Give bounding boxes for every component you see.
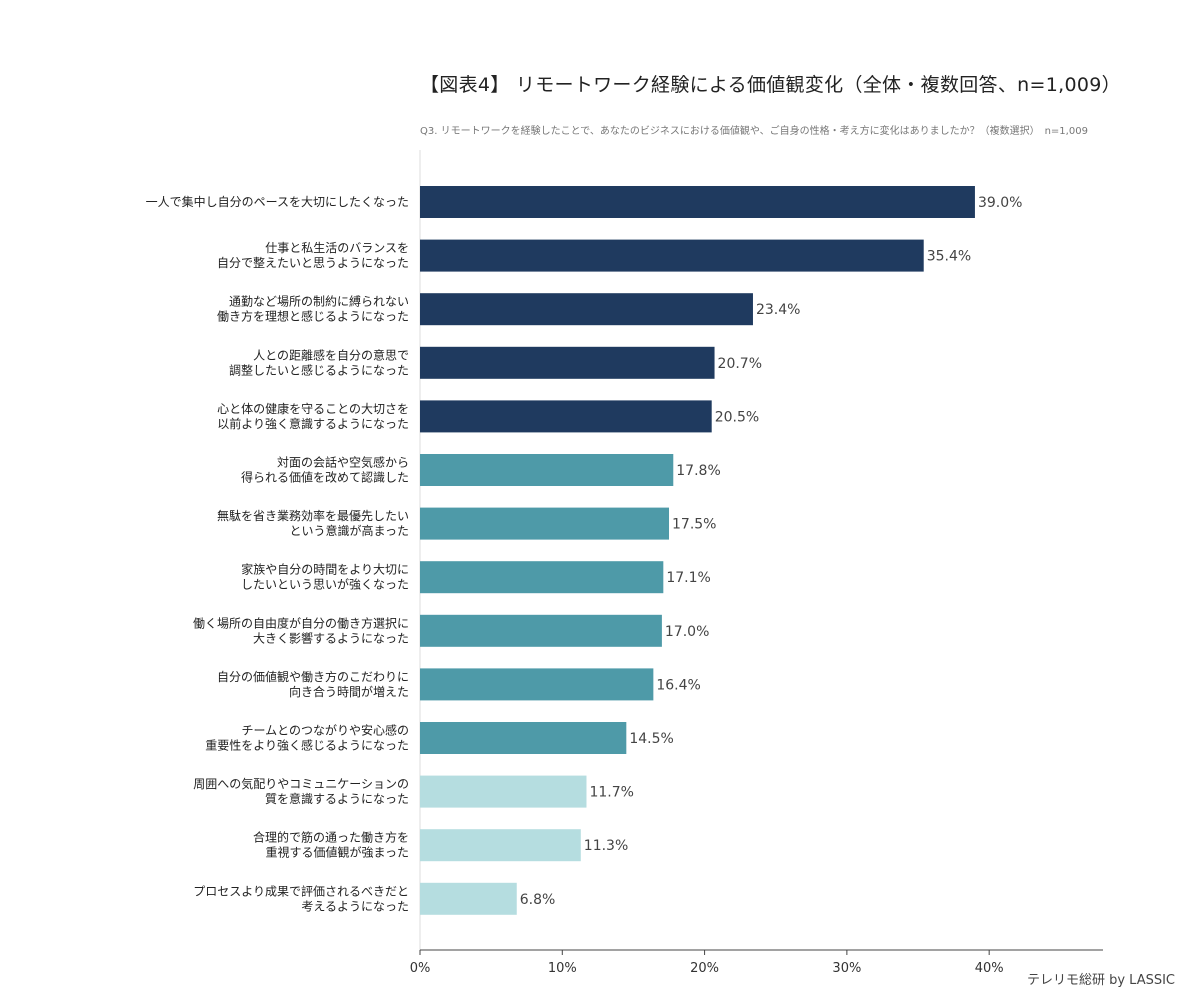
category-label: 調整したいと感じるようになった bbox=[229, 362, 409, 377]
bar bbox=[420, 829, 581, 862]
chart-subtitle: Q3. リモートワークを経験したことで、あなたのビジネスにおける価値観や、ご自身… bbox=[420, 126, 1088, 137]
value-label: 11.3% bbox=[584, 838, 628, 854]
category-label: 家族や自分の時間をより大切に bbox=[241, 562, 409, 577]
bar bbox=[420, 400, 712, 433]
value-label: 16.4% bbox=[656, 677, 700, 693]
category-label: 合理的で筋の通った働き方を bbox=[253, 830, 409, 845]
category-label: 向き合う時間が増えた bbox=[289, 684, 409, 699]
bar bbox=[420, 239, 924, 272]
category-label: 質を意識するようになった bbox=[265, 791, 409, 806]
x-tick-label: 40% bbox=[975, 961, 1004, 976]
value-label: 17.0% bbox=[665, 624, 709, 640]
bar bbox=[420, 882, 517, 915]
category-label: 大きく影響するようになった bbox=[253, 630, 409, 645]
category-label: 働く場所の自由度が自分の働き方選択に bbox=[193, 615, 409, 630]
bar bbox=[420, 668, 654, 701]
x-tick-label: 0% bbox=[410, 961, 431, 976]
category-label: 考えるようになった bbox=[301, 899, 409, 913]
value-label: 6.8% bbox=[520, 892, 556, 908]
category-label: プロセスより成果で評価されるべきだと bbox=[193, 883, 409, 898]
credit-text: テレリモ総研 by LASSIC bbox=[1026, 973, 1175, 988]
category-label: 以前より強く意識するようになった bbox=[217, 416, 409, 431]
category-label: 一人で集中し自分のペースを大切にしたくなった bbox=[146, 194, 409, 209]
bar bbox=[420, 775, 587, 808]
value-label: 20.7% bbox=[718, 356, 762, 372]
category-label: 周囲への気配りやコミュニケーションの bbox=[193, 776, 409, 791]
category-label: 無駄を省き業務効率を最優先したい bbox=[217, 508, 409, 523]
category-label: チームとのつながりや安心感の bbox=[241, 723, 409, 738]
category-label: 重視する価値観が強まった bbox=[265, 845, 409, 860]
value-label: 20.5% bbox=[715, 409, 759, 425]
category-label: 人との距離感を自分の意思で bbox=[253, 347, 409, 362]
bar bbox=[420, 561, 664, 594]
category-label: 仕事と私生活のバランスを bbox=[265, 241, 409, 255]
category-label: 通勤など場所の制約に縛られない bbox=[229, 294, 409, 309]
value-label: 17.1% bbox=[666, 570, 710, 586]
value-label: 23.4% bbox=[756, 302, 800, 318]
category-label: 重要性をより強く感じるようになった bbox=[205, 738, 409, 753]
bar bbox=[420, 507, 670, 540]
bar bbox=[420, 346, 715, 379]
bar bbox=[420, 186, 975, 218]
category-label: 対面の会話や空気感から bbox=[277, 455, 409, 470]
chart-title: 【図表4】 リモートワーク経験による価値観変化（全体・複数回答、n=1,009） bbox=[420, 74, 1121, 96]
x-tick-label: 10% bbox=[548, 961, 577, 976]
value-label: 11.7% bbox=[589, 785, 633, 801]
bar bbox=[420, 454, 674, 486]
x-tick-label: 30% bbox=[832, 961, 861, 976]
bar bbox=[420, 722, 627, 754]
bar bbox=[420, 293, 753, 326]
category-label: 心と体の健康を守ることの大切さを bbox=[217, 401, 409, 416]
value-label: 17.8% bbox=[676, 463, 720, 479]
category-label: 働き方を理想と感じるようになった bbox=[217, 309, 409, 324]
x-tick-label: 20% bbox=[690, 961, 719, 976]
category-label: 得られる価値を改めて認識した bbox=[241, 470, 409, 485]
category-label: 自分で整えたいと思うようになった bbox=[217, 255, 409, 270]
value-label: 35.4% bbox=[927, 249, 971, 265]
value-label: 17.5% bbox=[672, 517, 716, 533]
bar bbox=[420, 614, 662, 647]
value-label: 14.5% bbox=[629, 731, 673, 747]
category-label: 自分の価値観や働き方のこだわりに bbox=[217, 669, 409, 684]
category-label: したいという思いが強くなった bbox=[241, 577, 409, 592]
value-label: 39.0% bbox=[978, 195, 1022, 211]
category-label: という意識が高まった bbox=[289, 523, 409, 538]
